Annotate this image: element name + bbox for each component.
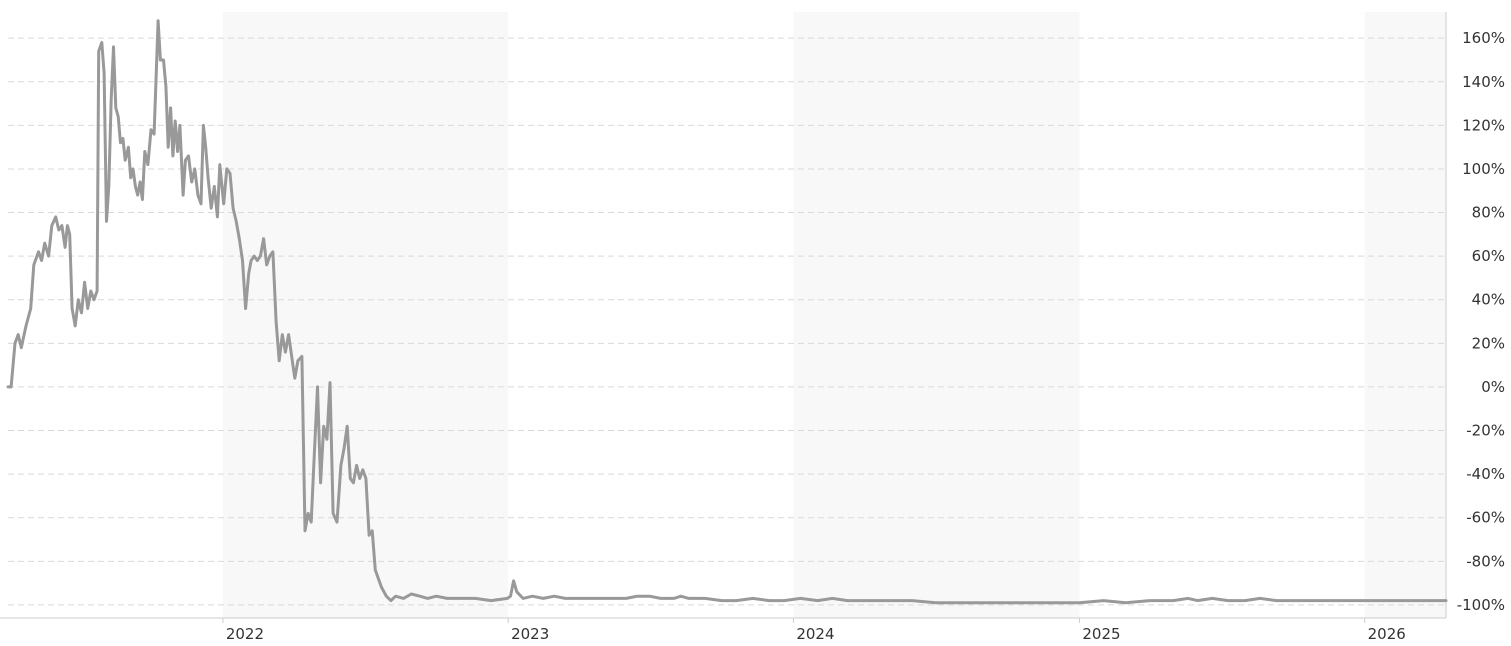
year-band [222,12,509,618]
y-tick-label: -60% [1466,509,1505,527]
x-tick-label: 2022 [226,625,264,642]
y-tick-label: 80% [1472,204,1505,222]
year-band-layer [222,12,1446,618]
x-tick-label: 2024 [796,625,834,642]
y-tick-labels: 160% 140% 120% 100% 80% 60% 40% 20% 0% -20% -40% -6… [1457,29,1505,614]
y-tick-label: -80% [1466,552,1505,570]
year-band [793,12,1080,618]
y-tick-label: -20% [1466,422,1505,440]
y-tick-label: 0% [1481,378,1505,396]
series-layer [6,19,1448,605]
y-tick-label: 20% [1472,334,1505,352]
x-tick-label: 2026 [1368,625,1406,642]
x-tick-label: 2023 [511,625,549,642]
year-band [1364,12,1446,618]
x-tick-label: 2025 [1082,625,1120,642]
y-tick-label: -100% [1457,596,1505,614]
x-tick-labels: 2022 2023 2024 2025 2026 [222,618,1406,643]
y-tick-label: 160% [1462,29,1505,47]
y-tick-label: 60% [1472,247,1505,265]
y-tick-label: 140% [1462,73,1505,91]
series-line [6,19,1448,605]
y-tick-label: 120% [1462,116,1505,134]
y-tick-label: 40% [1472,291,1505,309]
y-tick-label: 100% [1462,160,1505,178]
y-tick-label: -40% [1466,465,1505,483]
